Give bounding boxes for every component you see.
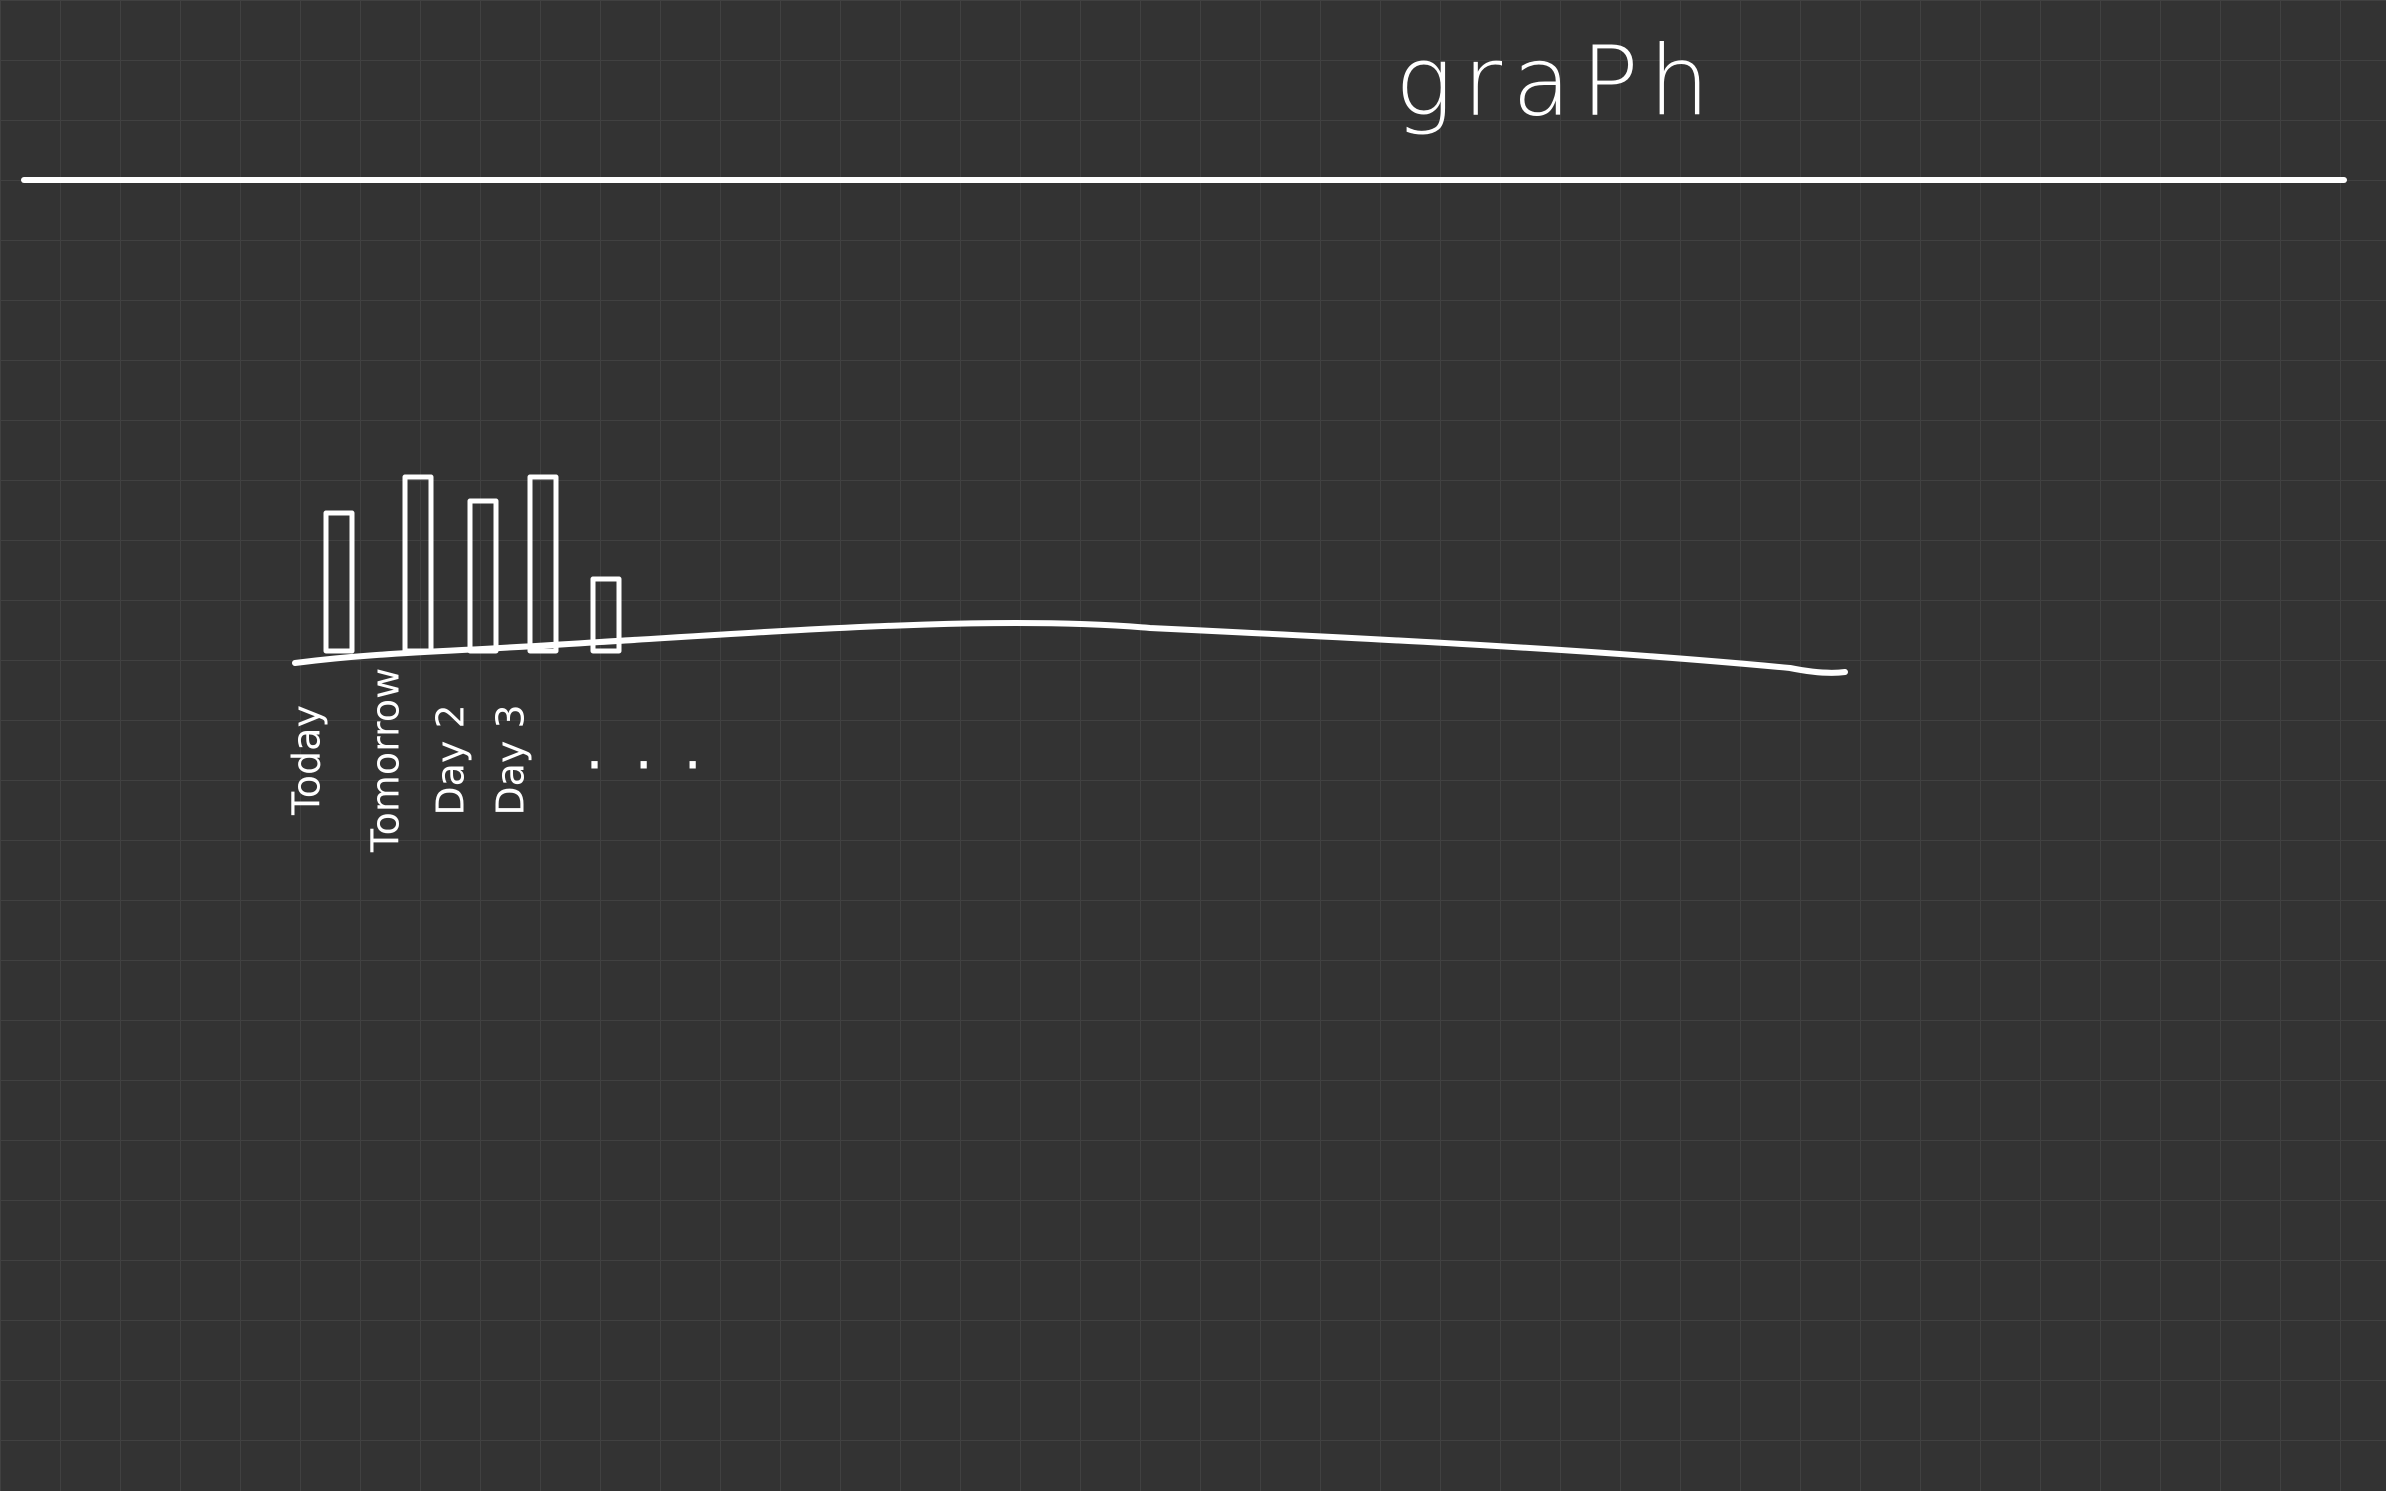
bar [527,474,559,654]
ellipsis: ... [585,714,732,784]
x-tick-label: Day 3 [489,704,533,815]
baseline [292,620,1848,676]
chart-title: graPh [1395,25,1720,137]
x-tick-label: Today [285,705,329,816]
bar [323,510,355,654]
bar [402,474,434,654]
x-tick-label: Day 2 [429,704,473,815]
bar [467,498,499,654]
x-tick-label: Tomorrow [364,668,408,853]
bar [590,576,622,654]
